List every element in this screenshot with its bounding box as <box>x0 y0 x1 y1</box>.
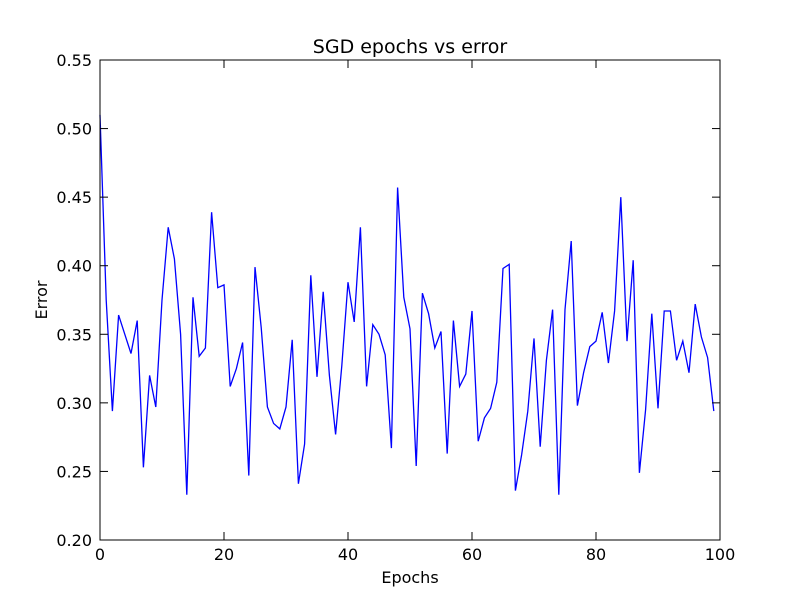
y-tick-label: 0.35 <box>56 325 92 344</box>
x-axis-ticks: 0 20 40 60 80 100 <box>95 60 735 564</box>
y-tick-label: 0.50 <box>56 120 92 139</box>
y-tick-label: 0.30 <box>56 394 92 413</box>
x-tick-label: 100 <box>705 545 736 564</box>
plot-area <box>100 60 720 540</box>
chart-title: SGD epochs vs error <box>313 36 508 58</box>
y-tick-label: 0.20 <box>56 531 92 550</box>
y-tick-label: 0.55 <box>56 51 92 70</box>
x-tick-label: 0 <box>95 545 105 564</box>
plot-frame <box>99 59 721 541</box>
x-tick-label: 40 <box>338 545 358 564</box>
x-tick-label: 20 <box>214 545 234 564</box>
y-tick-label: 0.45 <box>56 188 92 207</box>
x-tick-label: 80 <box>586 545 606 564</box>
y-tick-label: 0.25 <box>56 462 92 481</box>
series-line <box>99 114 715 495</box>
y-axis-label: Error <box>32 280 51 319</box>
x-tick-label: 60 <box>462 545 482 564</box>
y-tick-label: 0.40 <box>56 257 92 276</box>
x-axis-label: Epochs <box>381 568 438 587</box>
y-axis-ticks: 0.20 0.25 0.30 0.35 0.40 0.45 0.50 0.55 <box>56 51 720 550</box>
